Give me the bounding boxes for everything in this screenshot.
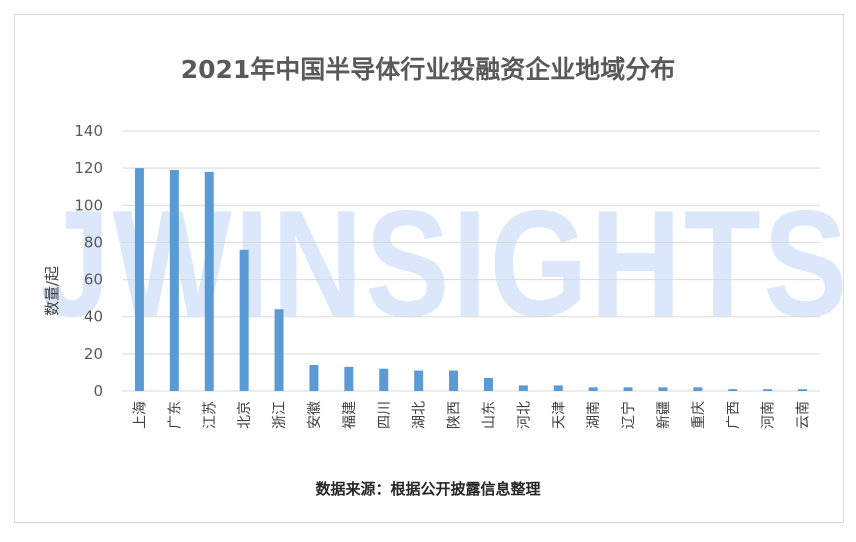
y-axis-ticks: 0 20 40 60 80 100 120 140 <box>74 122 103 400</box>
bar-18 <box>763 389 773 391</box>
bar-3 <box>239 249 249 391</box>
bars <box>134 168 808 391</box>
x-axis-categories: 上海 广东 江苏 北京 浙江 安徽 福建 四川 湖北 陕西 山东 河北 天津 湖南 辽宁 新疆 重庆 广西 河南 云南 <box>132 401 811 429</box>
x-category-label: 山东 <box>481 401 497 429</box>
x-category-label: 北京 <box>237 401 253 429</box>
x-category-label: 浙江 <box>272 401 288 429</box>
x-category-label: 四川 <box>377 401 393 429</box>
bar-13 <box>588 387 598 391</box>
bar-7 <box>379 368 389 391</box>
bar-15 <box>658 387 668 391</box>
bar-4 <box>274 309 284 391</box>
y-tick-label: 60 <box>84 271 103 289</box>
x-category-label: 广东 <box>167 401 183 429</box>
x-category-label: 新疆 <box>656 401 672 429</box>
x-category-label: 安徽 <box>307 401 323 429</box>
bar-12 <box>553 385 563 391</box>
x-category-label: 天津 <box>551 401 567 429</box>
bar-0 <box>134 168 144 391</box>
x-category-label: 河南 <box>761 401 777 429</box>
x-category-label: 上海 <box>132 401 148 429</box>
bar-11 <box>518 385 528 391</box>
x-category-label: 广西 <box>726 401 742 429</box>
x-category-label: 重庆 <box>691 401 707 429</box>
x-category-label: 辽宁 <box>620 401 637 429</box>
bar-19 <box>798 389 808 391</box>
x-category-label: 湖北 <box>412 401 428 429</box>
source-note: 数据来源：根据公开披露信息整理 <box>315 480 541 498</box>
chart-frame <box>14 14 844 523</box>
y-axis-label: 数量/起 <box>43 266 61 316</box>
bar-1 <box>169 170 179 391</box>
y-tick-label: 100 <box>74 196 103 214</box>
x-category-label: 湖南 <box>586 401 602 429</box>
bar-16 <box>693 387 703 391</box>
y-tick-label: 120 <box>74 159 103 177</box>
bar-9 <box>449 370 459 391</box>
y-tick-label: 0 <box>93 382 103 400</box>
y-tick-label: 40 <box>84 308 103 326</box>
bar-2 <box>204 171 214 391</box>
bar-5 <box>309 365 319 391</box>
bar-8 <box>414 370 424 391</box>
gridlines <box>122 130 820 392</box>
x-category-label: 江苏 <box>202 401 218 429</box>
x-category-label: 福建 <box>342 401 358 429</box>
bar-14 <box>623 387 633 391</box>
y-tick-label: 140 <box>74 122 103 140</box>
chart-title: 2021年中国半导体行业投融资企业地域分布 <box>180 55 676 84</box>
bar-6 <box>344 366 354 391</box>
x-category-label: 河北 <box>516 401 532 429</box>
x-category-label: 云南 <box>796 401 812 429</box>
bar-10 <box>483 378 493 391</box>
bar-17 <box>728 389 738 391</box>
y-tick-label: 80 <box>84 233 103 251</box>
y-tick-label: 20 <box>84 345 103 363</box>
x-category-label: 陕西 <box>447 401 463 429</box>
